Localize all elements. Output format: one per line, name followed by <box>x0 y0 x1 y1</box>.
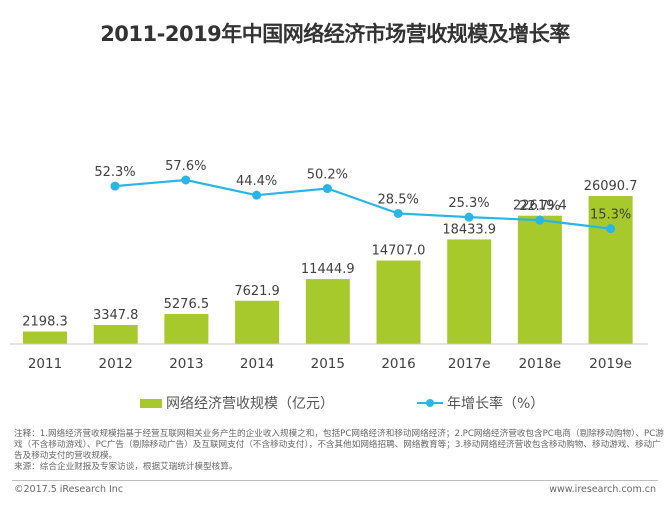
bar-value-label: 2198.3 <box>22 315 68 330</box>
bar-2016 <box>376 260 421 344</box>
chart-title: 2011-2019年中国网络经济市场营收规模及增长率 <box>100 22 570 46</box>
x-tick-label: 2011 <box>28 356 62 372</box>
x-tick-label: 2012 <box>99 356 133 372</box>
legend-label-growth: 年增长率（%） <box>447 396 545 412</box>
bar-value-label: 14707.0 <box>372 244 426 259</box>
growth-point-2013 <box>181 175 191 185</box>
website-link[interactable]: www.iresearch.com.cn <box>549 484 656 495</box>
copyright-text: ©2017.5 iResearch Inc <box>14 484 124 495</box>
growth-point-2012 <box>110 181 120 191</box>
notes-text: 注释：1.网络经济营收规模指基于经营互联网相关业务产生的企业收入规模之和，包括P… <box>14 429 664 461</box>
chart-legend: 网络经济营收规模（亿元） 年增长率（%） <box>0 393 670 413</box>
legend-line-swatch-icon <box>417 398 443 408</box>
growth-point-2014 <box>252 190 262 200</box>
bar-2013 <box>164 314 209 344</box>
bar-value-label: 3347.8 <box>93 308 139 323</box>
source-text: 来源：综合企业财报及专家访谈，根据艾瑞统计模型核算。 <box>14 462 238 472</box>
growth-point-2017e <box>464 212 474 222</box>
x-tick-label: 2013 <box>169 356 203 372</box>
bar-value-label: 26090.7 <box>584 179 638 194</box>
growth-value-label: 57.6% <box>165 159 206 174</box>
bar-2014 <box>235 300 280 344</box>
bar-value-label: 5276.5 <box>164 297 210 312</box>
growth-point-2019e <box>606 224 616 234</box>
chart-notes: 注释：1.网络经济营收规模指基于经营互联网相关业务产生的企业收入规模之和，包括P… <box>14 429 664 473</box>
x-tick-label: 2017e <box>448 356 491 372</box>
x-tick-label: 2015 <box>311 356 345 372</box>
legend-item-growth: 年增长率（%） <box>417 393 544 413</box>
growth-value-label: 15.3% <box>590 208 631 223</box>
growth-point-2018e <box>535 215 545 225</box>
growth-point-2015 <box>322 184 332 194</box>
growth-point-2016 <box>393 208 403 218</box>
growth-value-label: 52.3% <box>94 165 135 180</box>
bar-2012 <box>93 325 138 344</box>
bar-2015 <box>305 279 350 344</box>
bar-2018e <box>517 215 562 344</box>
growth-line-series: 52.3% 57.6% 44.4% 50.2% 28.5% 25.3% 22.7% 15.3% <box>94 159 631 234</box>
bar-value-label: 18433.9 <box>442 222 496 237</box>
growth-line <box>114 178 611 230</box>
x-tick-label: 2016 <box>381 356 415 372</box>
bar-value-label: 7621.9 <box>234 284 280 299</box>
growth-value-label: 22.7% <box>519 199 560 214</box>
legend-bar-swatch-icon <box>140 398 162 408</box>
bar-value-label: 11444.9 <box>301 262 355 277</box>
x-tick-label: 2014 <box>240 356 274 372</box>
bar-2019e <box>588 196 633 344</box>
growth-value-label: 25.3% <box>448 196 489 211</box>
legend-label-revenue: 网络经济营收规模（亿元） <box>166 396 334 412</box>
bar-2011 <box>23 331 67 344</box>
x-tick-label: 2018e <box>519 356 562 372</box>
footer-divider <box>12 480 658 481</box>
legend-item-revenue: 网络经济营收规模（亿元） <box>140 393 334 413</box>
x-axis-ticks: 2011 2012 2013 2014 2015 2016 2017e 2018e 2019e <box>28 356 632 372</box>
chart-plot: 2198.3 3347.8 5276.5 7621.9 11444.9 14707.0 18… <box>10 159 648 372</box>
growth-value-label: 44.4% <box>236 174 277 189</box>
bar-series: 2198.3 3347.8 5276.5 7621.9 11444.9 14707.0 18… <box>22 179 637 344</box>
bar-2017e <box>447 239 492 344</box>
x-tick-label: 2019e <box>589 356 632 372</box>
growth-value-label: 28.5% <box>378 192 419 207</box>
bar-value-label: 22619.4 <box>513 199 567 214</box>
growth-value-label: 50.2% <box>307 168 348 183</box>
